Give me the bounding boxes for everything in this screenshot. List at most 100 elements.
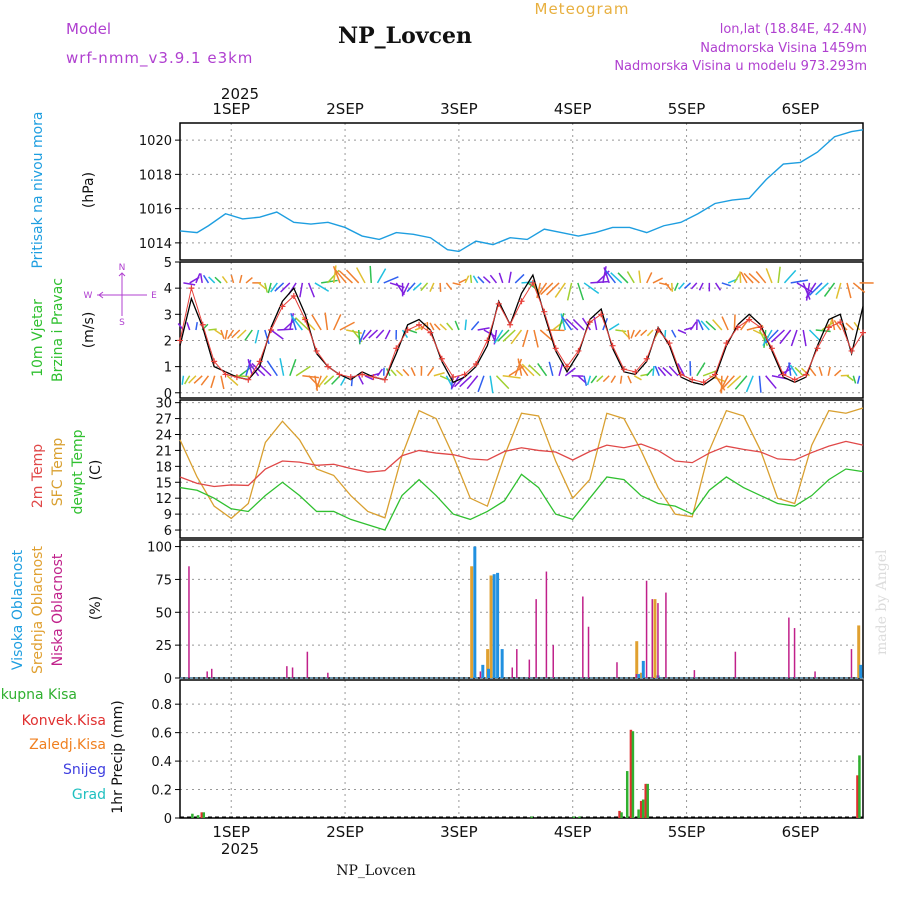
wind-arrow	[477, 276, 485, 284]
precip-ytick-label: 0.8	[151, 698, 172, 713]
lonlat-label: lon,lat (18.84E, 42.4N)	[720, 22, 867, 37]
wind-arrow	[324, 312, 329, 331]
wind-arrow	[684, 282, 692, 289]
wind-ytick-label: 4	[164, 282, 172, 297]
wind-arrow	[181, 375, 185, 385]
wind-arrow	[671, 329, 677, 338]
bottom-day-label: 2SEP	[326, 823, 364, 841]
wind-arrow	[517, 361, 529, 377]
bottom-day-label: 3SEP	[440, 823, 478, 841]
conv-precip-label: Konvek.Kisa	[22, 713, 106, 729]
gust-marker	[507, 321, 514, 328]
total-precip-bar	[646, 783, 649, 818]
wind-arrow	[264, 282, 268, 293]
wind-arrow	[464, 319, 467, 331]
wind-arrow	[748, 272, 760, 284]
low-cloud-bar	[210, 668, 213, 678]
gust-marker	[598, 311, 605, 318]
wind-arrow	[846, 375, 854, 382]
gust-marker	[712, 371, 719, 378]
wind-arrow	[358, 375, 364, 385]
wind-arrow	[199, 273, 203, 284]
wind-ytick-label: 3	[164, 308, 172, 323]
wind-arrow	[602, 266, 607, 284]
temp-ytick-label: 18	[155, 460, 172, 475]
wind-arrow	[210, 375, 216, 389]
wind-arrow	[464, 275, 470, 284]
temp-ytick-label: 9	[164, 508, 172, 523]
total-precip-bar	[620, 812, 623, 818]
wind-arrow	[808, 282, 823, 296]
temp-ytick-label: 15	[155, 476, 172, 491]
wind-ylabel-2: Brzina i Pravac	[50, 278, 66, 382]
low-cloud-bar	[657, 603, 659, 678]
wind-arrow	[338, 270, 353, 284]
wind-arrow	[603, 267, 610, 284]
wind-arrow	[439, 282, 442, 292]
gust-marker	[791, 376, 798, 383]
gust-marker	[222, 371, 229, 378]
gust-marker	[381, 376, 388, 383]
wind-arrow	[244, 329, 253, 341]
high-cloud-bar	[637, 674, 641, 678]
wind-arrow	[678, 282, 685, 290]
mid-cloud-bar	[489, 575, 493, 678]
gust-marker	[177, 337, 183, 344]
wind-arrow	[195, 273, 201, 284]
wind-arrow	[472, 275, 479, 284]
wind-arrow	[548, 361, 554, 376]
wind-arrow	[224, 329, 228, 340]
wind-ytick-label: 1	[164, 361, 172, 376]
wind-arrow	[451, 375, 460, 389]
wind-arrow	[856, 375, 861, 384]
wind-arrow	[266, 360, 278, 377]
wind-arrow	[402, 282, 410, 295]
gust-marker	[233, 374, 240, 381]
pressure-ylabel: Pritisak na nivou mora	[30, 111, 46, 268]
low-cloud-bar	[528, 659, 531, 678]
wind-arrow	[299, 282, 304, 298]
total-precip-label: Ukupna Kisa	[0, 687, 77, 703]
dewpt-series	[179, 468, 864, 531]
gust-marker	[336, 371, 343, 378]
wind-arrow	[221, 276, 228, 284]
gust-marker	[655, 327, 662, 333]
gust-marker	[632, 368, 639, 375]
gust-marker	[450, 374, 457, 381]
wind-arrow	[664, 329, 667, 339]
mid-cloud-bar	[639, 672, 643, 678]
wind-arrow	[477, 327, 490, 331]
total-precip-bar	[578, 816, 581, 818]
wind-arrow	[608, 323, 620, 331]
wind-arrow	[835, 282, 842, 299]
total-precip-bar	[858, 755, 861, 818]
wind-arrow	[596, 375, 604, 383]
wind-arrow	[258, 282, 267, 290]
wind-arrow	[664, 282, 672, 291]
wind-arrow	[186, 322, 191, 331]
temp-ytick-label: 27	[155, 413, 172, 428]
wind-ytick-label: 0	[164, 387, 172, 402]
conv-precip-bar	[644, 783, 647, 818]
wind-ytick-label: 5	[164, 256, 172, 271]
wind-arrow	[586, 375, 592, 386]
total-precip-bar	[625, 771, 629, 818]
wind-arrow	[690, 282, 698, 290]
temp-ytick-label: 12	[155, 492, 172, 507]
wind-arrow	[208, 328, 217, 331]
wind-arrow	[537, 362, 548, 377]
wind-arrow	[852, 282, 866, 293]
low-cloud-bar	[734, 651, 737, 678]
wind-speed-series	[179, 273, 864, 386]
top-day-labels: 1SEP 2SEP 3SEP 4SEP 5SEP 6SEP	[212, 100, 819, 118]
wind-arrow	[420, 282, 429, 292]
altitude-label: Nadmorska Visina 1459m	[700, 41, 867, 56]
watermark: made by Angel	[874, 549, 890, 655]
wind-arrow	[733, 314, 736, 331]
cloud-ytick-label: 75	[155, 573, 172, 588]
temp-ytick-label: 30	[155, 397, 172, 412]
wind-arrow	[758, 375, 762, 393]
wind-arrow	[533, 329, 539, 348]
wind-arrow	[514, 273, 525, 284]
